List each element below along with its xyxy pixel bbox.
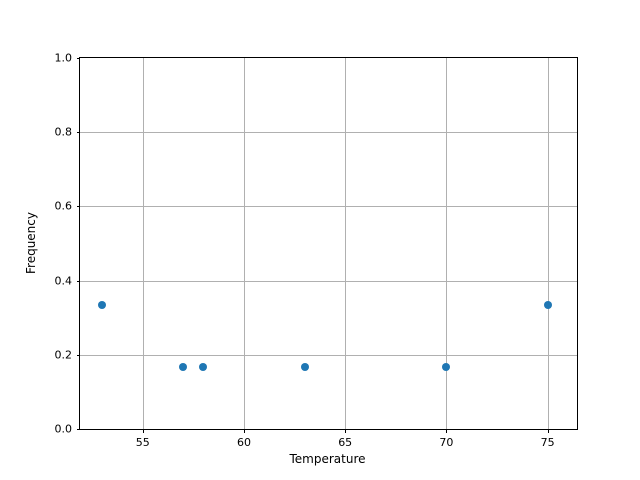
x-gridline — [345, 58, 347, 429]
x-axis-label: Temperature — [289, 452, 366, 466]
x-gridline — [243, 58, 245, 429]
y-axis-tick — [76, 354, 80, 356]
x-axis-tick-label: 75 — [540, 436, 555, 449]
y-gridline — [80, 354, 577, 356]
y-gridline — [80, 280, 577, 282]
y-axis-tick — [76, 58, 80, 59]
y-axis-tick-label: 0.2 — [54, 348, 73, 362]
y-axis-tick — [76, 206, 80, 208]
y-axis-tick — [76, 132, 80, 134]
y-gridline — [80, 206, 577, 208]
x-gridline — [142, 58, 144, 429]
scatter-point — [98, 301, 107, 310]
y-axis-tick — [76, 280, 80, 282]
x-axis-tick — [345, 429, 347, 433]
scatter-point — [179, 363, 188, 372]
scatter-point — [442, 363, 451, 372]
y-axis-tick-label: 1.0 — [54, 51, 73, 65]
scatter-point — [199, 363, 208, 372]
x-axis-tick-label: 55 — [135, 436, 150, 449]
x-axis-tick-label: 65 — [338, 436, 353, 449]
x-axis-tick-label: 60 — [236, 436, 251, 449]
y-axis-tick — [76, 429, 80, 430]
y-axis-label: Frequency — [24, 57, 38, 428]
y-axis-tick-label: 0.4 — [54, 274, 73, 288]
plot-axes: 0.0 0.2 0.4 0.6 0.8 1.0 55 60 65 70 75 — [55, 52, 578, 449]
x-axis-tick-label: 70 — [439, 436, 454, 449]
y-axis-tick-label: 0.8 — [54, 125, 73, 139]
x-gridline — [446, 58, 448, 429]
x-axis-tick — [243, 429, 245, 433]
y-axis-tick-label: 0.0 — [54, 422, 73, 436]
y-axis-tick-label: 0.6 — [54, 199, 73, 213]
scatter-point — [543, 301, 552, 310]
x-axis-tick — [142, 429, 144, 433]
x-gridline — [547, 58, 549, 429]
scatter-point — [300, 363, 309, 372]
x-axis-tick — [446, 429, 448, 433]
y-gridline — [80, 132, 577, 134]
x-axis-tick — [547, 429, 549, 433]
y-axis-label-text: Frequency — [24, 211, 38, 274]
plot-area — [80, 58, 577, 429]
